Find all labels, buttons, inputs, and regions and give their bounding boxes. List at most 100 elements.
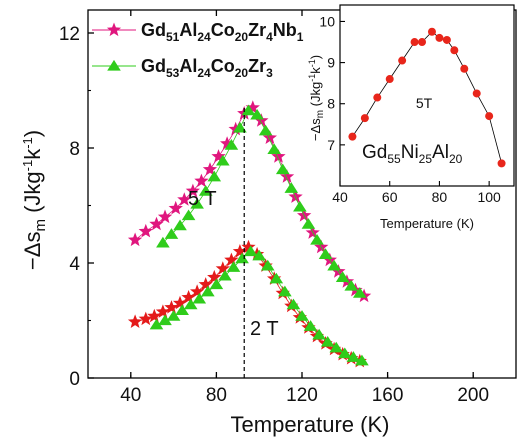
data-point bbox=[207, 170, 222, 182]
inset-x-tick-label: 60 bbox=[382, 189, 398, 205]
data-point bbox=[138, 311, 153, 326]
data-point bbox=[232, 244, 248, 258]
inset-data-point bbox=[373, 93, 382, 102]
data-point bbox=[211, 149, 226, 163]
inset-data-point bbox=[435, 33, 444, 42]
data-point bbox=[335, 271, 350, 282]
data-point bbox=[260, 259, 275, 271]
data-point bbox=[190, 197, 204, 209]
data-point bbox=[157, 209, 173, 224]
data-point bbox=[303, 320, 318, 331]
data-point bbox=[224, 139, 239, 150]
inset-data-point bbox=[385, 75, 394, 84]
data-point bbox=[149, 318, 164, 330]
data-point bbox=[173, 219, 187, 231]
data-point bbox=[329, 341, 344, 353]
data-point bbox=[216, 154, 230, 166]
data-point bbox=[127, 232, 143, 247]
inset-data-point bbox=[442, 35, 451, 44]
inset-data-point bbox=[497, 159, 506, 168]
inset-data-point bbox=[360, 114, 369, 123]
y-tick-label: 4 bbox=[69, 254, 80, 275]
legend-label-2: Gd53Al24Co20Zr3 bbox=[141, 56, 273, 80]
data-point bbox=[245, 100, 260, 114]
annotation-5T: 5 T bbox=[188, 188, 217, 210]
data-point bbox=[190, 284, 205, 298]
data-point bbox=[338, 347, 352, 359]
data-point bbox=[158, 314, 172, 326]
inset-data-point bbox=[485, 112, 494, 121]
inset-data-point bbox=[418, 38, 427, 47]
data-point bbox=[243, 245, 258, 257]
data-point bbox=[194, 173, 209, 188]
data-point bbox=[288, 189, 303, 203]
legend-entry-green-triangle: Gd53Al24Co20Zr3 bbox=[92, 56, 273, 80]
inset-y-tick-label: 7 bbox=[327, 137, 335, 153]
x-tick-label: 80 bbox=[206, 385, 227, 406]
data-point bbox=[226, 261, 241, 272]
data-point bbox=[322, 252, 337, 267]
inset-data-point bbox=[472, 89, 481, 98]
data-point bbox=[250, 108, 264, 120]
data-point bbox=[198, 277, 213, 291]
inset-data-point bbox=[348, 132, 357, 141]
data-point bbox=[183, 298, 198, 310]
inset-x-tick-label: 80 bbox=[432, 189, 448, 205]
data-point bbox=[301, 218, 316, 229]
data-point bbox=[262, 130, 277, 144]
data-point bbox=[320, 335, 335, 347]
data-point bbox=[267, 143, 281, 155]
data-point bbox=[164, 300, 179, 314]
data-point bbox=[168, 200, 183, 215]
y-tick-label: 12 bbox=[59, 24, 80, 45]
data-point bbox=[172, 295, 188, 310]
data-point bbox=[224, 252, 239, 267]
inset-x-axis-title: Temperature (K) bbox=[380, 216, 474, 231]
data-point bbox=[346, 351, 361, 362]
data-point bbox=[198, 185, 213, 196]
data-point bbox=[258, 124, 273, 136]
data-point bbox=[269, 272, 284, 284]
data-point bbox=[138, 223, 153, 238]
legend: Gd51Al24Co20Zr4Nb1 Gd53Al24Co20Zr3 bbox=[92, 20, 304, 80]
annotation-2T: 2 T bbox=[250, 318, 279, 340]
series-triangle-green-5T bbox=[156, 104, 367, 298]
inset-compound-label: Gd55Ni25Al20 bbox=[362, 142, 463, 166]
main-series bbox=[127, 100, 372, 368]
inset-x-tick-label: 40 bbox=[332, 189, 348, 205]
legend-star bbox=[106, 22, 122, 37]
data-point bbox=[181, 290, 196, 304]
inset-series-circles bbox=[348, 27, 506, 168]
data-point bbox=[155, 304, 170, 318]
data-point bbox=[279, 169, 295, 183]
inset-series bbox=[348, 27, 506, 168]
inset-axis-ticks: 40 60 80 100 7 8 9 10 bbox=[319, 13, 501, 205]
data-point bbox=[275, 163, 290, 175]
data-point bbox=[295, 310, 309, 321]
data-point bbox=[241, 104, 256, 116]
data-point bbox=[218, 269, 232, 281]
inset-annotation-5T: 5T bbox=[416, 95, 433, 111]
y-axis-title: −Δsm (Jkg-1k-1) bbox=[20, 130, 49, 270]
data-point bbox=[215, 261, 230, 275]
data-point bbox=[202, 162, 218, 176]
legend-entry-pink-star: Gd51Al24Co20Zr4Nb1 bbox=[92, 20, 304, 44]
data-point bbox=[177, 192, 192, 206]
data-point bbox=[271, 149, 286, 163]
inset-y-tick-label: 9 bbox=[327, 55, 335, 71]
inset-y-tick-label: 8 bbox=[327, 96, 335, 112]
data-point bbox=[164, 228, 179, 239]
x-tick-label: 120 bbox=[286, 385, 318, 406]
inset-data-point bbox=[398, 56, 407, 65]
data-point bbox=[284, 182, 299, 193]
data-point bbox=[286, 298, 301, 310]
data-point bbox=[235, 252, 249, 264]
data-point bbox=[147, 308, 162, 323]
legend-label-1: Gd51Al24Co20Zr4Nb1 bbox=[141, 20, 304, 44]
inset-y-axis-title: −Δsm (Jkg-1k-1) bbox=[307, 55, 326, 141]
data-point bbox=[166, 310, 181, 321]
inset-data-point bbox=[450, 46, 459, 55]
inset-data-point bbox=[410, 38, 419, 47]
x-tick-label: 160 bbox=[372, 385, 404, 406]
